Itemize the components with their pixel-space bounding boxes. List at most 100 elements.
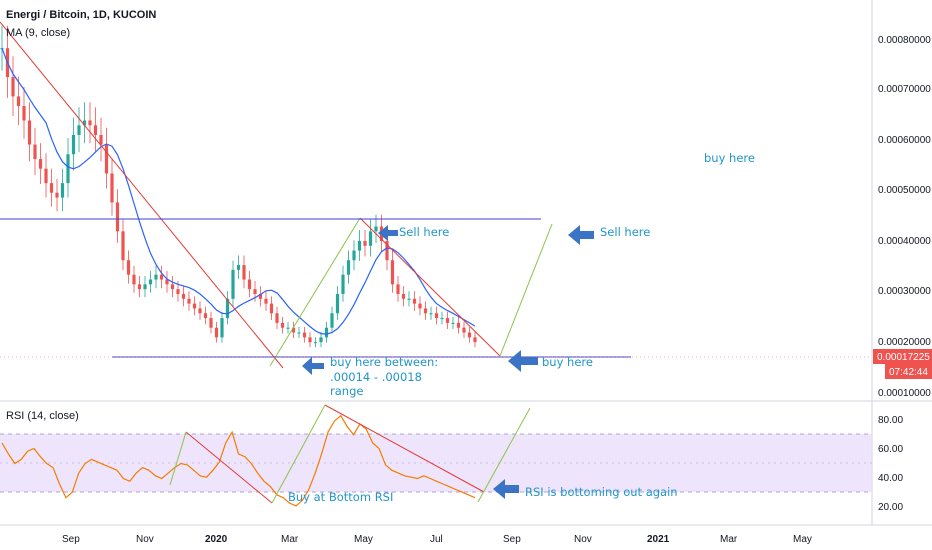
time-tick: Sep (503, 534, 521, 545)
candle-body (341, 274, 345, 294)
candle-body (220, 318, 224, 338)
candle-body (324, 327, 329, 338)
rsi-axis[interactable]: 80.00 60.00 40.00 20.00 (878, 415, 903, 513)
candle-body (115, 202, 120, 232)
rsi-tick: 40.00 (878, 473, 903, 484)
candle-body (121, 231, 125, 261)
ma-line (1, 47, 476, 335)
candle-body (236, 265, 241, 270)
candle-body (352, 250, 356, 261)
candle-body (60, 183, 65, 198)
candle-body (253, 289, 257, 294)
candle-body (363, 240, 367, 246)
candle-body (462, 327, 466, 333)
candle-body (231, 269, 235, 299)
rsi-trendline-green-3 (477, 407, 531, 503)
candle-body (319, 337, 323, 343)
price-tick: 0.00040000 (878, 236, 931, 247)
candle-body (456, 322, 461, 328)
rsi-indicator-label[interactable]: RSI (14, close) (6, 410, 79, 422)
time-axis[interactable]: Sep Nov 2020 Mar May Jul Sep Nov 2021 Ma… (62, 534, 812, 545)
candle-body (38, 159, 43, 169)
candle-body (242, 265, 246, 280)
candle-body (143, 284, 147, 290)
candle-body (269, 303, 274, 314)
time-tick: Sep (62, 534, 80, 545)
price-tick: 0.00030000 (878, 286, 931, 297)
candle-body (203, 313, 208, 319)
candle-body (170, 284, 175, 290)
candle-body (467, 332, 472, 338)
candle-body (148, 279, 153, 285)
time-tick: Mar (720, 534, 738, 545)
annotation-buy-between-1: buy here between: (330, 355, 438, 369)
candle-body (308, 337, 312, 343)
candle-body (264, 298, 268, 304)
candle-body (198, 308, 202, 314)
rsi-tick: 60.00 (878, 444, 903, 455)
annotation-sell-here-1: Sell here (399, 225, 449, 239)
candle-body (104, 144, 109, 174)
rsi-trendline-red-2 (324, 404, 485, 493)
candle-body (330, 313, 334, 328)
arrow-left-icon (508, 350, 538, 372)
trendline-red-short (359, 217, 501, 357)
candle-body (374, 226, 378, 232)
candle-body (132, 274, 136, 285)
annotation-buy-bottom-rsi: Buy at Bottom RSI (288, 490, 393, 504)
ma-indicator-label[interactable]: MA (9, close) (6, 27, 71, 39)
candle-body (165, 279, 169, 285)
candle-body (407, 298, 411, 300)
last-price-value: 0.00017225 (877, 352, 930, 363)
price-tick: 0.00080000 (878, 35, 931, 46)
candle-body (335, 293, 340, 314)
candle-body (225, 298, 230, 319)
candle-body (27, 120, 32, 145)
candle-body (291, 327, 296, 333)
candle-body (93, 125, 98, 135)
candle-body (176, 289, 180, 294)
candle-body (357, 240, 362, 251)
candle-body (11, 77, 15, 97)
candle-body (247, 279, 252, 290)
candle-body (209, 318, 213, 328)
trendline-red-long (0, 21, 284, 369)
candle-body (297, 332, 301, 334)
candle-body (286, 327, 290, 329)
candle-body (368, 231, 373, 246)
candle-body (423, 308, 428, 314)
candle-body (451, 322, 455, 324)
annotation-rsi-bottoming: RSI is bottoming out again (525, 485, 678, 499)
price-tick: 0.00010000 (878, 388, 931, 399)
candle-body (412, 298, 417, 304)
rsi-line (1, 414, 476, 507)
annotation-sell-here-2: Sell here (600, 225, 650, 239)
price-tick: 0.00060000 (878, 135, 931, 146)
time-tick: Nov (574, 534, 592, 545)
candle-body (55, 192, 59, 198)
arrow-left-icon (378, 225, 398, 241)
candle-body (44, 168, 48, 184)
time-tick: Nov (136, 534, 154, 545)
candle-body (33, 144, 37, 160)
trendline-green-proj (499, 223, 553, 357)
candle-body (473, 337, 477, 343)
time-tick: May (354, 534, 373, 545)
candle-body (418, 303, 422, 309)
price-axis[interactable]: 0.00080000 0.00070000 0.00060000 0.00050… (878, 35, 931, 399)
arrow-left-icon (493, 479, 519, 499)
annotation-buy-between-2: .00014 - .00018 (330, 370, 422, 384)
annotation-buy-here-top: buy here (704, 151, 755, 165)
candle-body (99, 134, 103, 145)
countdown-value: 07:42:44 (889, 367, 928, 378)
candle-body (77, 125, 81, 135)
candle-body (275, 313, 279, 323)
rsi-tick: 20.00 (878, 502, 903, 513)
chart-title[interactable]: Energi / Bitcoin, 1D, KUCOIN (6, 9, 157, 21)
price-tick: 0.00050000 (878, 185, 931, 196)
candle-body (390, 260, 395, 285)
annotation-buy-here-right: buy here (542, 355, 593, 369)
time-tick: May (793, 534, 812, 545)
candle-body (187, 298, 191, 304)
